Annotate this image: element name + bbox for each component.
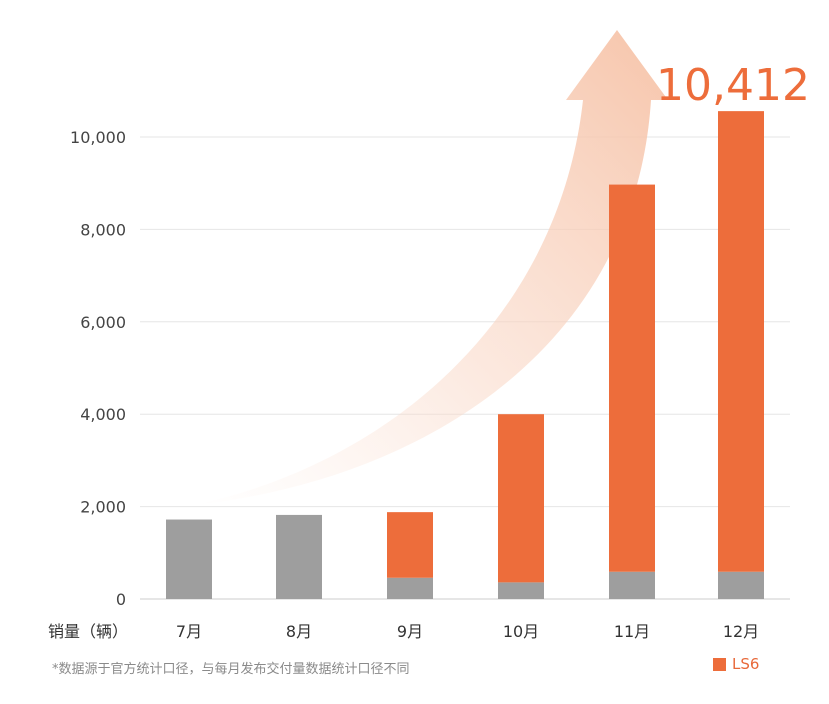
legend-label-ls6: LS6 xyxy=(732,655,760,673)
bar-segment-base xyxy=(166,519,212,599)
bar-segment-base xyxy=(387,577,433,599)
bar-segment-ls6 xyxy=(718,111,764,572)
bar-segment-ls6 xyxy=(387,512,433,578)
x-tick-label: 9月 xyxy=(397,622,423,641)
legend-swatch-ls6 xyxy=(713,657,726,671)
x-tick-label: 12月 xyxy=(723,622,759,641)
y-tick-label: 0 xyxy=(116,590,126,609)
highlight-value-label: 10,412 xyxy=(656,60,810,111)
data-source-footnote: *数据源于官方统计口径，与每月发布交付量数据统计口径不同 xyxy=(52,662,410,677)
bar-segment-base xyxy=(498,582,544,599)
x-tick-label: 11月 xyxy=(614,622,650,641)
y-tick-label: 4,000 xyxy=(80,405,126,424)
bar-segment-base xyxy=(718,571,764,599)
x-tick-label: 7月 xyxy=(176,622,202,641)
y-tick-label: 6,000 xyxy=(80,313,126,332)
bar-segment-ls6 xyxy=(609,184,655,572)
y-tick-label: 8,000 xyxy=(80,220,126,239)
bar-segment-base xyxy=(609,571,655,599)
y-tick-label: 10,000 xyxy=(70,128,126,147)
y-tick-label: 2,000 xyxy=(80,498,126,517)
x-tick-label: 10月 xyxy=(503,622,539,641)
trend-arrow xyxy=(195,30,668,505)
legend: LS6 xyxy=(713,655,759,673)
bar-segment-ls6 xyxy=(498,414,544,583)
x-tick-label: 8月 xyxy=(286,622,312,641)
y-axis-label: 销量（辆） xyxy=(48,622,128,641)
bar-segment-base xyxy=(276,514,322,599)
